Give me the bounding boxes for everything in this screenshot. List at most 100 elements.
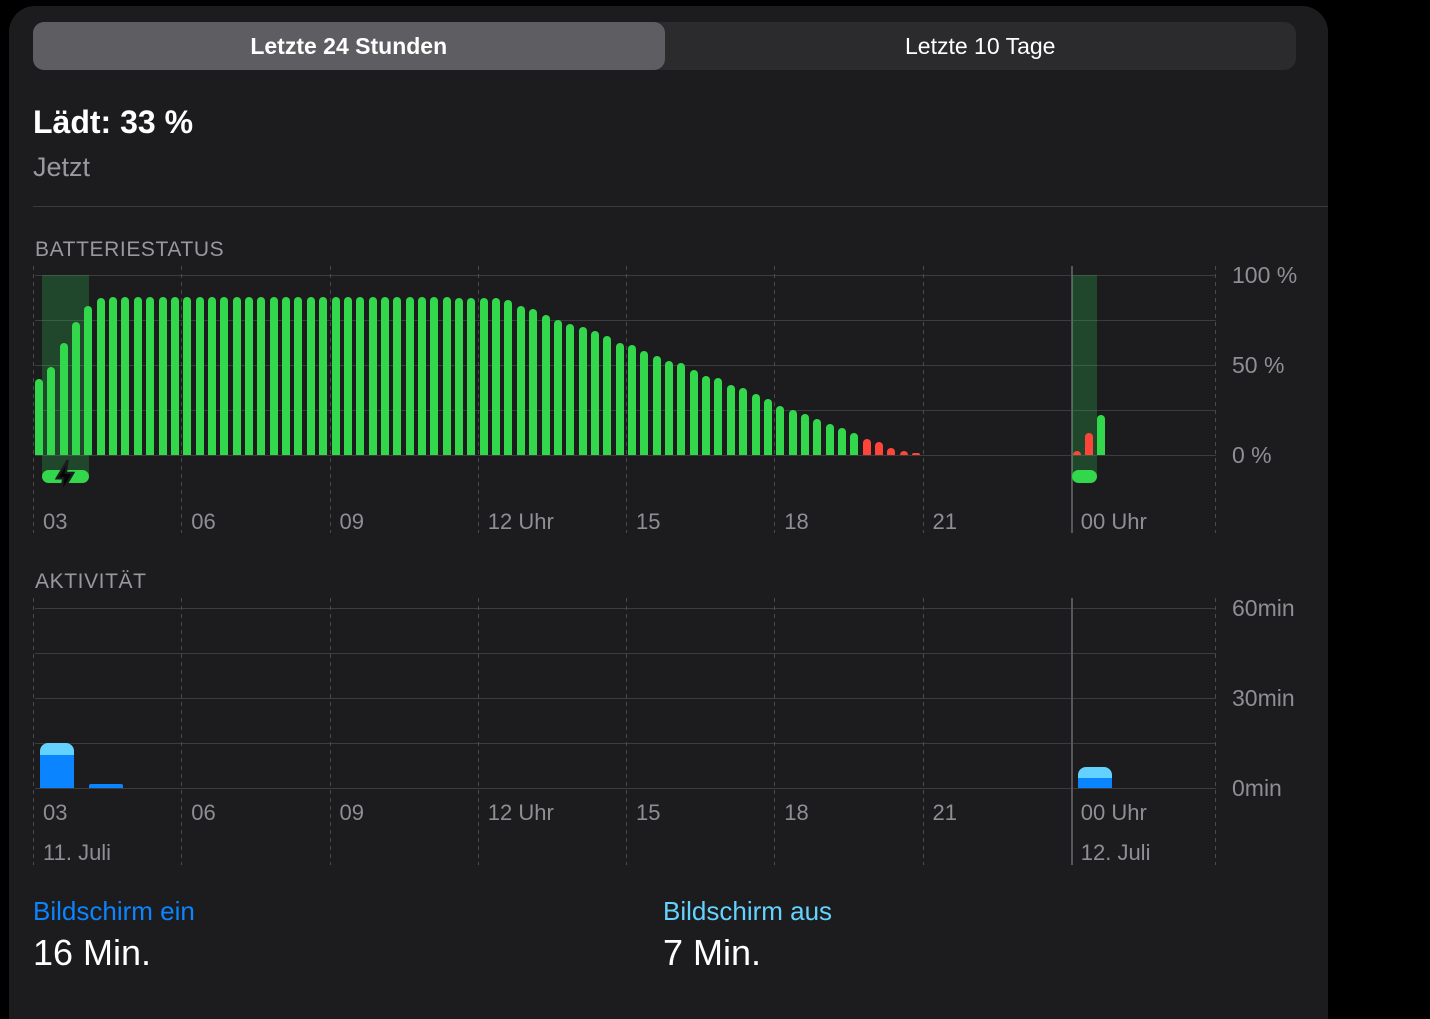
- battery-level-bar: [516, 305, 525, 455]
- day-boundary-gridline: [1070, 598, 1073, 865]
- battery-level-bar: [257, 296, 266, 455]
- activity-chart[interactable]: 03 06 09 12 Uhr 15 18 21 00 Uhr 11. Juli 12. Juli: [33, 598, 1216, 865]
- battery-level-bar: [825, 424, 834, 455]
- x-tick-label: 21: [932, 800, 957, 825]
- battery-level-bar: [96, 298, 105, 455]
- battery-level-bar: [343, 296, 352, 455]
- battery-level-bar: [133, 296, 142, 455]
- battery-level-bar: [788, 410, 797, 455]
- time-range-segmented-control: Letzte 24 Stunden Letzte 10 Tage: [33, 22, 1296, 70]
- battery-level-bar: [875, 442, 884, 455]
- x-gridline: [774, 266, 776, 533]
- screen-on-segment: [1077, 778, 1112, 788]
- battery-level-bar: [541, 314, 550, 455]
- x-tick-label: 09: [339, 800, 364, 825]
- y-gridline: [35, 698, 1216, 699]
- activity-bar: [1077, 767, 1112, 788]
- battery-level-bar: [331, 296, 340, 455]
- y-gridline: [35, 320, 1216, 321]
- battery-level-bar: [689, 370, 698, 455]
- battery-level-bar: [220, 296, 229, 455]
- battery-level-bar: [232, 296, 241, 455]
- screen-on-segment: [89, 784, 124, 788]
- battery-level-bar: [899, 451, 908, 455]
- battery-level-bar: [380, 296, 389, 455]
- y-tick-label: 0min: [1232, 775, 1282, 801]
- charging-indicator-pill: [1071, 470, 1097, 483]
- x-gridline: [922, 266, 924, 533]
- tab-letzte-24-stunden[interactable]: Letzte 24 Stunden: [33, 22, 665, 70]
- charge-status-title: Lädt: 33 %: [33, 104, 194, 140]
- x-gridline: [922, 598, 924, 865]
- battery-level-bar: [455, 298, 464, 455]
- battery-level-bar: [652, 356, 661, 455]
- screen-off-label: Bildschirm aus: [663, 896, 833, 926]
- battery-level-bar: [479, 298, 488, 455]
- y-tick-label: 30min: [1232, 685, 1295, 711]
- tab-letzte-10-tage[interactable]: Letzte 10 Tage: [665, 22, 1297, 70]
- y-tick-label: 100 %: [1232, 262, 1298, 288]
- y-gridline: [35, 275, 1216, 276]
- x-gridline: [477, 266, 479, 533]
- x-tick-label: 00 Uhr: [1080, 800, 1147, 825]
- battery-level-bar: [84, 305, 93, 455]
- battery-level-bar: [72, 321, 81, 455]
- battery-level-bar: [553, 320, 562, 455]
- battery-level-bar: [207, 296, 216, 455]
- screen-on-value: 16 Min.: [33, 932, 152, 973]
- battery-level-bar: [146, 296, 155, 455]
- x-tick-label: 06: [191, 800, 216, 825]
- plot-right-edge-gridline: [1215, 598, 1216, 865]
- battery-section-header: BATTERIESTATUS: [35, 238, 225, 261]
- battery-level-bar: [590, 330, 599, 455]
- battery-level-chart[interactable]: 03 06 09 12 Uhr 15 18 21 00 Uhr: [33, 266, 1216, 534]
- battery-level-bar: [603, 336, 612, 455]
- x-tick-label: 18: [784, 800, 809, 825]
- screen-on-label: Bildschirm ein: [33, 896, 195, 926]
- battery-level-bar: [813, 419, 822, 455]
- battery-level-bar: [714, 377, 723, 455]
- battery-level-bar: [492, 298, 501, 455]
- activity-bar: [89, 784, 124, 788]
- y-gridline: [35, 653, 1216, 654]
- battery-level-bar: [319, 296, 328, 455]
- battery-level-bar: [566, 323, 575, 455]
- battery-level-bar: [763, 399, 772, 455]
- battery-level-bar: [628, 345, 636, 455]
- x-gridline: [477, 598, 479, 865]
- battery-level-bar: [356, 296, 365, 455]
- battery-level-bar: [677, 363, 686, 455]
- battery-level-bar: [35, 379, 43, 455]
- battery-level-bar: [887, 447, 896, 455]
- battery-level-bar: [776, 406, 785, 455]
- battery-level-bar: [739, 388, 748, 455]
- battery-level-bar: [294, 296, 303, 455]
- x-gridline: [181, 598, 183, 865]
- y-gridline: [35, 608, 1216, 609]
- x-gridline: [329, 598, 331, 865]
- screen-on-segment: [40, 755, 74, 788]
- battery-level-bar: [912, 453, 921, 455]
- screen-off-value: 7 Min.: [663, 932, 762, 973]
- y-gridline: [35, 410, 1216, 411]
- battery-level-bar: [47, 366, 56, 455]
- x-gridline: [33, 266, 34, 533]
- y-tick-label: 60min: [1232, 595, 1295, 621]
- x-tick-label: 12 Uhr: [487, 800, 554, 825]
- battery-level-bar: [393, 296, 402, 455]
- x-tick-label: 06: [191, 509, 216, 534]
- battery-level-bar: [467, 298, 476, 455]
- battery-level-bar: [245, 296, 254, 455]
- x-tick-label: 15: [636, 509, 661, 534]
- header-divider: [33, 206, 1328, 207]
- battery-level-bar: [158, 296, 167, 455]
- battery-level-bar: [615, 343, 624, 455]
- battery-level-bar: [529, 309, 538, 455]
- battery-level-bar: [504, 300, 513, 455]
- x-gridline: [626, 266, 627, 533]
- y-tick-label: 50 %: [1232, 352, 1285, 378]
- y-gridline: [35, 365, 1216, 366]
- x-gridline: [774, 598, 776, 865]
- x-tick-label: 18: [784, 509, 809, 534]
